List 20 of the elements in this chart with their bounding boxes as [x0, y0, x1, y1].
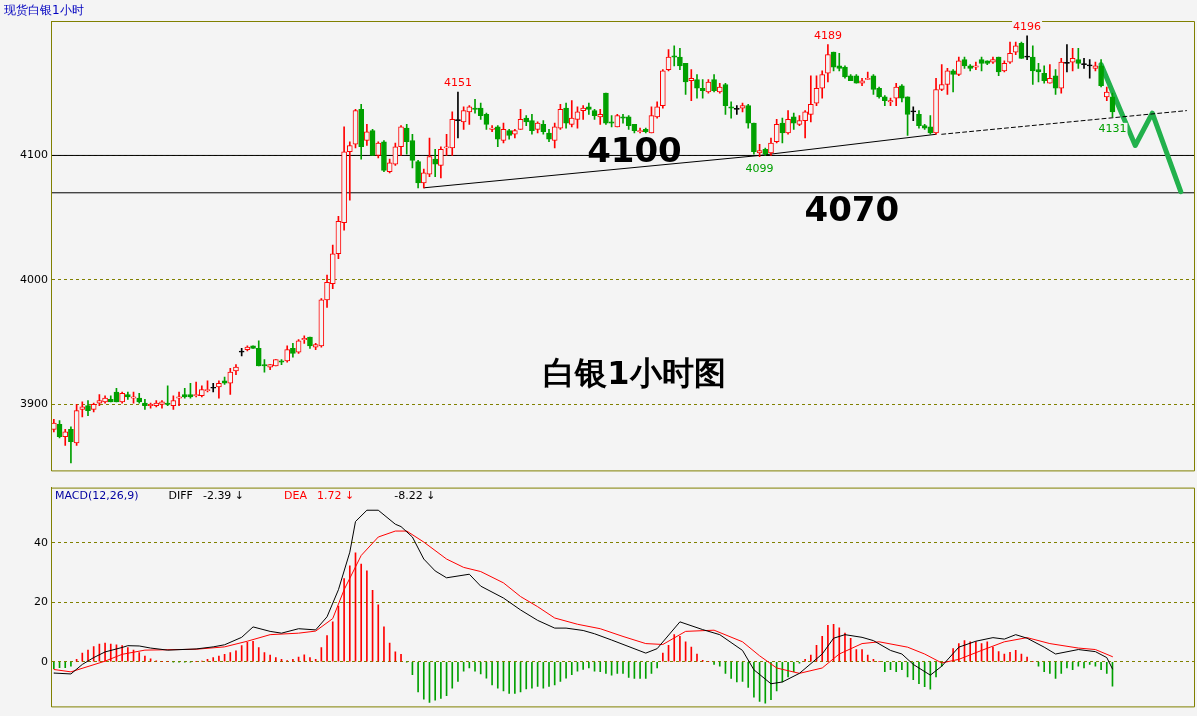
text: DIFF [168, 489, 193, 503]
annotation: 白银1小时图 [543, 354, 726, 393]
y-tick-label: 20 [34, 595, 48, 609]
chart-title: 现货白银1小时 [4, 2, 84, 19]
y-tick-label: 3900 [20, 397, 48, 411]
annotation: 4196 [1013, 19, 1042, 33]
annotation: 4099 [745, 161, 774, 175]
ref-line-label: 4070 [804, 188, 900, 229]
text: DEA [284, 489, 308, 503]
chart-title: MACD(12,26,9) [55, 489, 139, 503]
annotation: 4131 [1098, 121, 1127, 135]
annotation: -2.39 ↓ [202, 489, 245, 503]
y-tick-label: 4100 [20, 148, 48, 162]
y-tick-label: 40 [34, 535, 48, 549]
y-tick-label: 0 [41, 654, 48, 668]
y-tick-label: 4000 [20, 272, 48, 286]
annotation: 1.72 ↓ [317, 489, 355, 503]
annotation: -8.22 ↓ [394, 489, 436, 503]
annotation: 4189 [813, 28, 842, 42]
annotation: 4151 [443, 75, 472, 89]
